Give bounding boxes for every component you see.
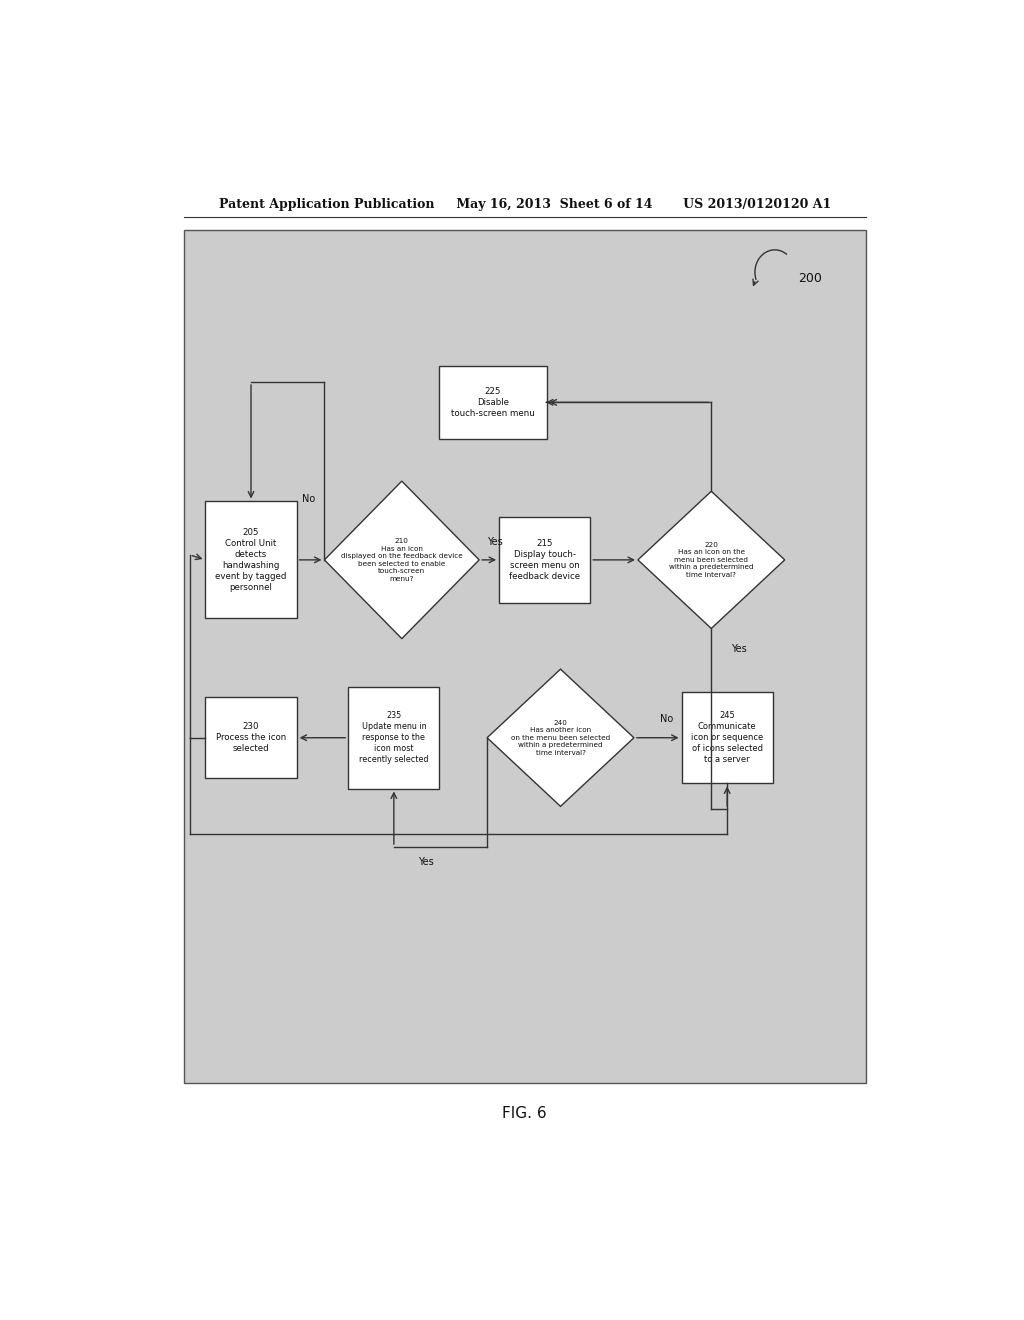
- Text: 215
Display touch-
screen menu on
feedback device: 215 Display touch- screen menu on feedba…: [509, 539, 581, 581]
- Text: 220
Has an icon on the
menu been selected
within a predetermined
time interval?: 220 Has an icon on the menu been selecte…: [669, 543, 754, 578]
- Text: Yes: Yes: [487, 537, 503, 546]
- Bar: [348, 686, 439, 788]
- Text: 230
Process the icon
selected: 230 Process the icon selected: [216, 722, 286, 754]
- Text: 245
Communicate
icon or sequence
of icons selected
to a server: 245 Communicate icon or sequence of icon…: [691, 711, 763, 764]
- Bar: [206, 697, 297, 779]
- Bar: [682, 692, 773, 784]
- Text: 235
Update menu in
response to the
icon most
recently selected: 235 Update menu in response to the icon …: [359, 711, 429, 764]
- Bar: [439, 366, 547, 440]
- Text: 240
Has another icon
on the menu been selected
within a predetermined
time inter: 240 Has another icon on the menu been se…: [511, 719, 610, 756]
- Text: Yes: Yes: [731, 644, 746, 653]
- Text: 200: 200: [799, 272, 822, 285]
- Text: 210
Has an icon
displayed on the feedback device
been selected to enable
touch-s: 210 Has an icon displayed on the feedbac…: [341, 539, 463, 582]
- Polygon shape: [638, 491, 784, 628]
- Text: FIG. 6: FIG. 6: [503, 1106, 547, 1121]
- Bar: [206, 502, 297, 618]
- Polygon shape: [487, 669, 634, 807]
- Text: 205
Control Unit
detects
handwashing
event by tagged
personnel: 205 Control Unit detects handwashing eve…: [215, 528, 287, 593]
- Text: No: No: [660, 714, 674, 725]
- Text: 225
Disable
touch-screen menu: 225 Disable touch-screen menu: [452, 387, 535, 418]
- Text: Patent Application Publication     May 16, 2013  Sheet 6 of 14       US 2013/012: Patent Application Publication May 16, 2…: [219, 198, 830, 211]
- Bar: [183, 230, 866, 1084]
- Polygon shape: [325, 480, 479, 639]
- Text: No: No: [302, 494, 315, 504]
- Text: Yes: Yes: [418, 857, 433, 867]
- Bar: [499, 516, 590, 603]
